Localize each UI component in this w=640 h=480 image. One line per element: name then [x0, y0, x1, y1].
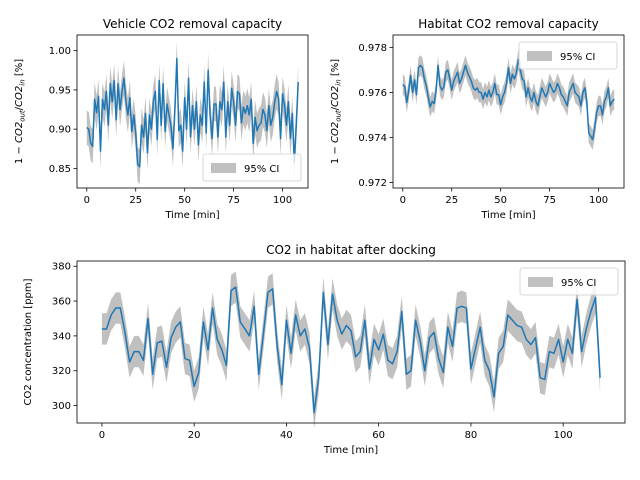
y-tick-label: 0.85	[49, 164, 71, 175]
chart-title: Habitat CO2 removal capacity	[418, 17, 599, 31]
axes-frame	[392, 34, 625, 189]
x-tick-label: 50	[178, 195, 191, 206]
chart-3: 0 20 40 60 80 100 300 320 340 360 380 CO2 in habita…	[23, 243, 626, 456]
y-tick-label: 0.976	[358, 88, 387, 99]
y-tick-label: 380	[52, 262, 71, 273]
axes-frame	[76, 260, 626, 424]
y-tick-label: 320	[52, 366, 71, 377]
x-tick-label: 25	[129, 195, 142, 206]
y-tick-label: 0.95	[49, 85, 71, 96]
x-tick-label: 0	[400, 195, 406, 206]
x-tick-label: 80	[465, 430, 478, 441]
confidence-band	[402, 49, 615, 150]
x-axis-label: Time [min]	[323, 445, 378, 456]
legend: 95% CI	[518, 41, 618, 70]
x-tick-label: 75	[543, 195, 556, 206]
x-axis-label: Time [min]	[480, 210, 535, 221]
y-tick-label: 0.974	[358, 133, 387, 144]
y-axis-label: 1 − CO2out/CO2in [%]	[14, 59, 27, 164]
series-line	[86, 57, 299, 168]
legend-frame	[518, 41, 618, 70]
series-line	[402, 59, 615, 141]
x-tick-label: 50	[494, 195, 507, 206]
series-line	[101, 286, 601, 414]
chart-title: Vehicle CO2 removal capacity	[103, 17, 282, 31]
legend-swatch	[211, 163, 236, 173]
legend: 95% CI	[202, 153, 302, 182]
y-axis-label: CO2 concentration [ppm]	[23, 278, 34, 405]
chart-title: CO2 in habitat after docking	[266, 243, 436, 257]
x-tick-label: 100	[589, 195, 608, 206]
y-axis-label: 1 − CO2out/CO2in [%]	[330, 59, 343, 164]
y-tick-label: 340	[52, 331, 71, 342]
x-tick-label: 75	[227, 195, 240, 206]
x-tick-label: 20	[188, 430, 201, 441]
x-tick-label: 40	[280, 430, 293, 441]
x-tick-label: 100	[273, 195, 292, 206]
x-tick-label: 60	[372, 430, 385, 441]
x-tick-label: 0	[99, 430, 105, 441]
x-tick-label: 0	[84, 195, 90, 206]
axes-frame	[76, 34, 309, 189]
y-tick-label: 360	[52, 297, 71, 308]
x-tick-label: 25	[445, 195, 458, 206]
y-tick-label: 0.978	[358, 43, 387, 54]
legend-label: 95% CI	[244, 164, 279, 175]
legend: 95% CI	[519, 267, 619, 296]
chart-1: 0 25 50 75 100 0.85 0.90 0.95 1.00 Vehicle CO2 re…	[14, 17, 309, 221]
y-tick-label: 0.972	[358, 178, 387, 189]
legend-swatch	[528, 277, 553, 287]
x-axis-label: Time [min]	[164, 210, 219, 221]
y-tick-label: 300	[52, 401, 71, 412]
legend-frame	[519, 267, 619, 296]
x-tick-label: 100	[554, 430, 573, 441]
chart-2: 0 25 50 75 100 0.972 0.974 0.976 0.978 Habitat CO…	[330, 17, 625, 221]
legend-label: 95% CI	[560, 52, 595, 63]
y-tick-label: 1.00	[49, 46, 71, 57]
legend-label: 95% CI	[561, 278, 596, 289]
y-tick-label: 0.90	[49, 125, 71, 136]
legend-frame	[202, 153, 302, 182]
legend-swatch	[527, 51, 552, 61]
